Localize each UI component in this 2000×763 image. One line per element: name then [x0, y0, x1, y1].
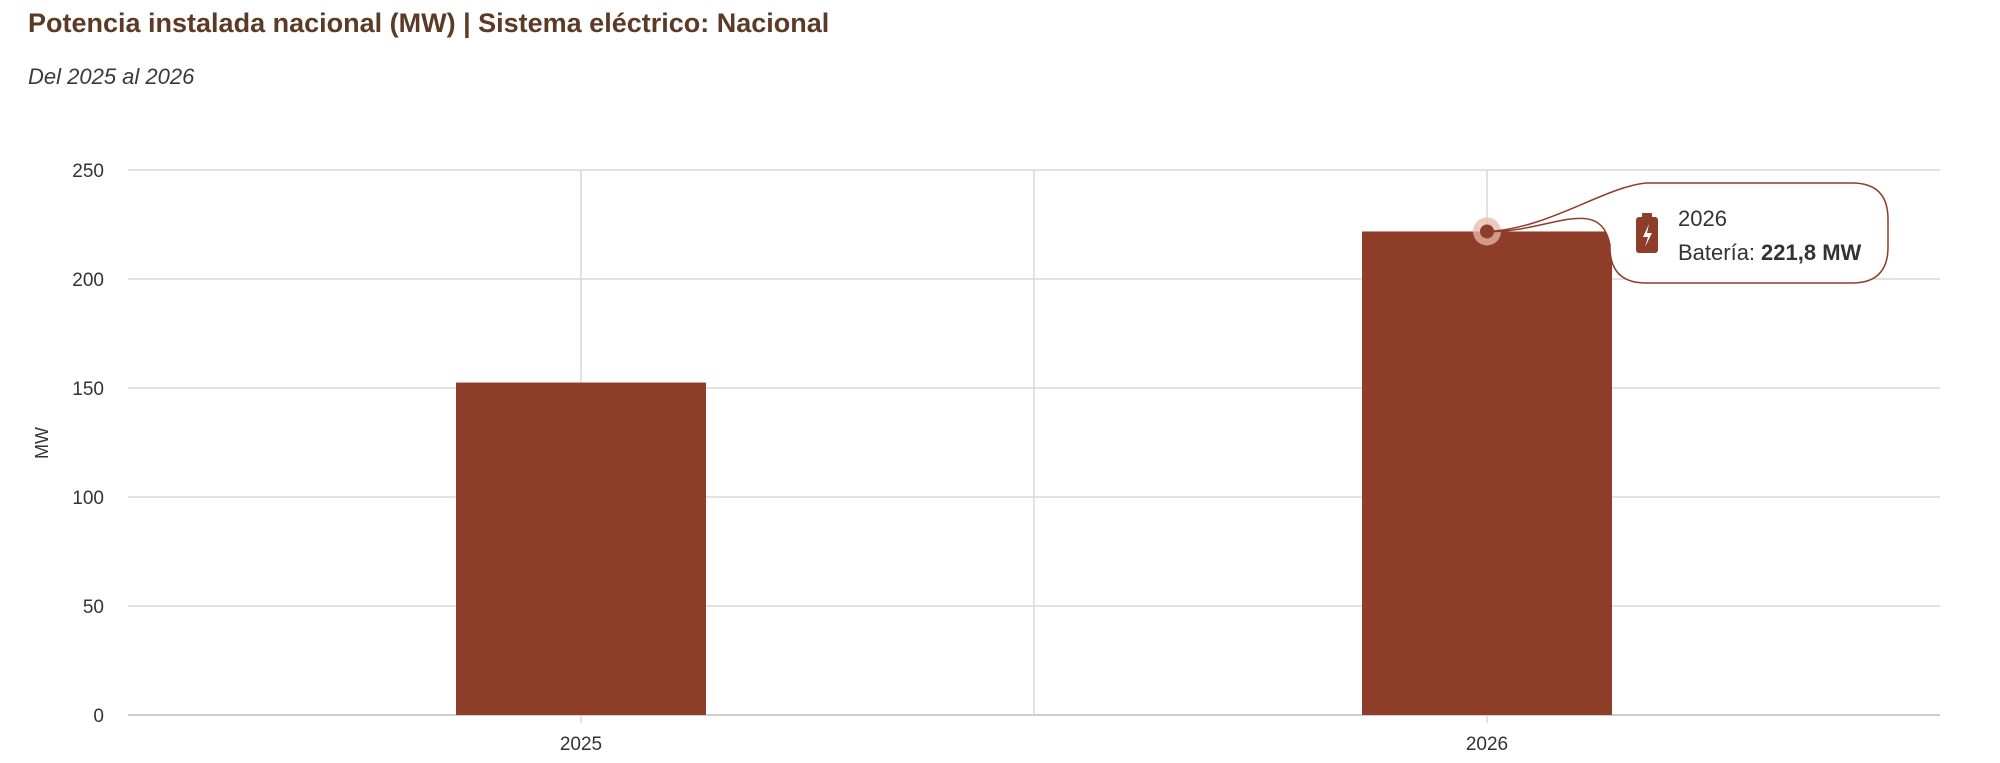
tooltip-line: Batería: 221,8 MW: [1678, 240, 1862, 265]
bar-2026[interactable]: [1362, 231, 1612, 715]
bar-2025[interactable]: [456, 382, 706, 715]
x-tick-label: 2025: [560, 734, 602, 755]
tooltip-series-label: Batería:: [1678, 240, 1755, 265]
page-title: Potencia instalada nacional (MW) | Siste…: [28, 8, 830, 38]
y-tick-label: 250: [72, 161, 104, 182]
tooltip: 2026 Batería: 221,8 MW: [1473, 182, 1889, 284]
x-tick-label: 2026: [1466, 734, 1508, 755]
tooltip-box: [1486, 182, 1889, 284]
y-tick-label: 50: [83, 597, 104, 618]
tooltip-category: 2026: [1678, 206, 1727, 231]
y-tick-label: 200: [72, 270, 104, 291]
y-axis-title: MW: [32, 427, 52, 459]
tooltip-value: 221,8 MW: [1761, 240, 1861, 265]
page-subtitle: Del 2025 al 2026: [28, 64, 195, 89]
y-tick-label: 0: [93, 706, 104, 727]
bars: [456, 231, 1612, 715]
axis-ticks: 0 50 100 150 200 250 2025 2026: [72, 161, 1508, 755]
battery-icon: [1636, 213, 1658, 253]
y-tick-label: 150: [72, 379, 104, 400]
y-tick-label: 100: [72, 488, 104, 509]
